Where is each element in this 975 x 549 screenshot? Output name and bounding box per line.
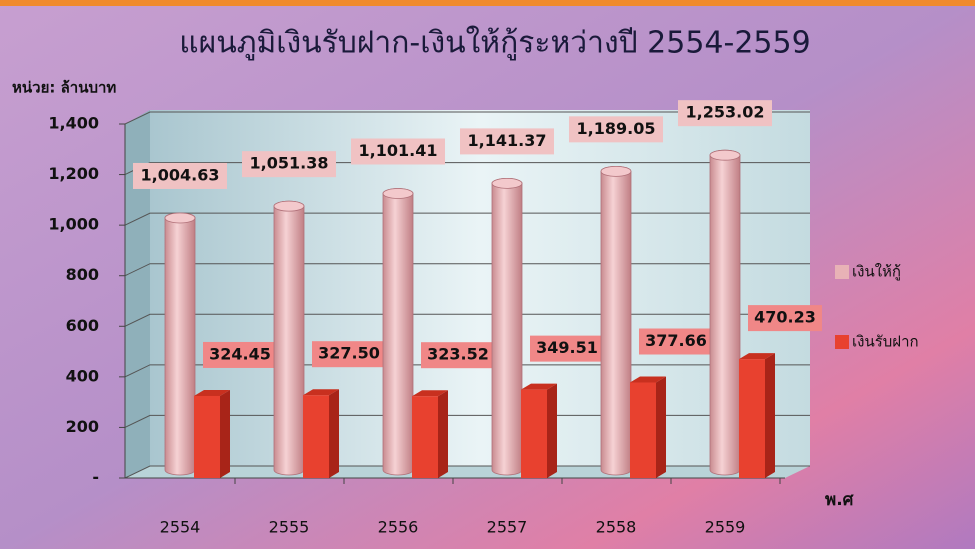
cylinder-bar xyxy=(273,200,305,476)
y-tick-label: 600 xyxy=(66,316,99,335)
y-tick-label: 200 xyxy=(66,417,99,436)
x-tick-label: 2559 xyxy=(705,518,746,537)
value-label-bg xyxy=(203,341,277,368)
value-label: 349.51 xyxy=(536,338,598,357)
bar xyxy=(412,396,438,478)
x-tick-label: 2555 xyxy=(269,518,310,537)
value-label: 1,141.37 xyxy=(468,131,547,150)
legend-label: เงินรับฝาก xyxy=(852,333,919,351)
x-axis-label: พ.ศ xyxy=(825,490,855,510)
box-top xyxy=(303,389,339,396)
x-tick-label: 2556 xyxy=(378,518,419,537)
value-label: 470.23 xyxy=(754,308,816,327)
cylinder-top xyxy=(164,212,196,224)
x-tick-label: 2554 xyxy=(160,518,201,537)
grid-line xyxy=(124,111,810,125)
cylinder-top xyxy=(491,177,523,189)
value-label-bg xyxy=(351,138,445,165)
legend-label: เงินให้กู้ xyxy=(852,263,901,281)
y-tick-label: 800 xyxy=(66,265,99,284)
chart-title: แผนภูมิเงินรับฝาก-เงินให้กู้ระหว่างปี 25… xyxy=(179,26,810,61)
bar xyxy=(739,359,765,478)
value-label-bg xyxy=(639,328,713,355)
box-side xyxy=(220,389,230,478)
cylinder-bar xyxy=(600,165,632,476)
top-strip xyxy=(0,0,975,6)
grid-line xyxy=(124,364,810,378)
grid-line xyxy=(124,263,810,277)
value-label-bg xyxy=(242,151,336,178)
value-label: 1,051.38 xyxy=(250,154,329,173)
box-top xyxy=(412,390,448,397)
cylinder-top xyxy=(709,149,741,161)
cylinder-bar xyxy=(709,149,741,476)
y-tick-label: 400 xyxy=(66,366,99,385)
value-label-bg xyxy=(678,100,772,127)
grid-line xyxy=(124,212,810,226)
bar xyxy=(303,395,329,478)
y-tick-label: - xyxy=(92,468,99,487)
cylinder-bar xyxy=(382,188,414,476)
value-label-bg xyxy=(421,342,495,369)
y-axis-label: หน่วย: ล้านบาท xyxy=(12,79,116,97)
box-side xyxy=(438,390,448,478)
bar xyxy=(194,395,220,478)
grid-line xyxy=(124,465,810,479)
bar xyxy=(630,382,656,478)
cylinder-top xyxy=(273,200,305,212)
cylinder-bar xyxy=(164,212,196,476)
bar xyxy=(521,389,547,478)
box-side xyxy=(765,353,775,478)
box-top xyxy=(521,383,557,390)
value-label: 324.45 xyxy=(209,344,271,363)
value-label: 1,253.02 xyxy=(686,103,765,122)
value-label-bg xyxy=(133,162,227,189)
value-label-bg xyxy=(569,116,663,143)
value-label: 1,004.63 xyxy=(141,165,220,184)
y-tick-label: 1,400 xyxy=(48,114,99,133)
x-tick-label: 2557 xyxy=(487,518,528,537)
value-label: 323.52 xyxy=(427,345,489,364)
cylinder-bar xyxy=(491,178,523,476)
box-top xyxy=(630,376,666,383)
value-label: 327.50 xyxy=(318,344,380,363)
box-top xyxy=(194,389,230,396)
box-side xyxy=(329,389,339,478)
y-tick-label: 1,000 xyxy=(48,215,99,234)
value-label: 377.66 xyxy=(645,331,707,350)
grid-line xyxy=(124,414,810,428)
cylinder-top xyxy=(382,188,414,199)
value-label-bg xyxy=(460,128,554,155)
legend-swatch xyxy=(835,265,849,279)
value-label: 1,189.05 xyxy=(577,119,656,138)
side-wall xyxy=(125,110,150,478)
value-label-bg xyxy=(530,335,604,362)
y-tick-label: 1,200 xyxy=(48,164,99,183)
grid-line xyxy=(124,313,810,327)
box-top xyxy=(739,353,775,360)
legend-swatch xyxy=(835,335,849,349)
x-tick-label: 2558 xyxy=(596,518,637,537)
value-label: 1,101.41 xyxy=(359,141,438,160)
box-side xyxy=(656,376,666,478)
box-side xyxy=(547,383,557,478)
cylinder-top xyxy=(600,165,632,177)
value-label-bg xyxy=(748,305,822,332)
value-label-bg xyxy=(312,341,386,368)
